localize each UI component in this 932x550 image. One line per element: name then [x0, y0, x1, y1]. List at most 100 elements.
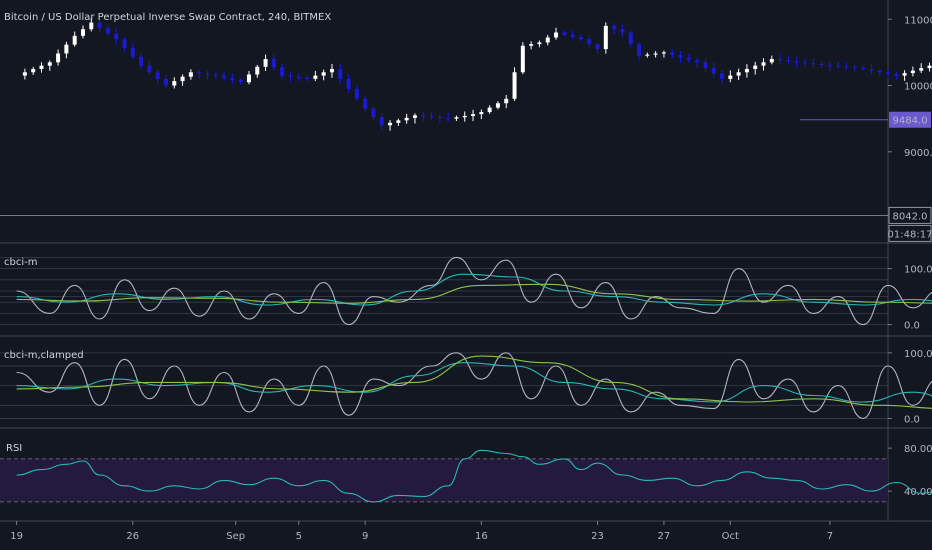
candle[interactable] [919, 68, 924, 71]
candle[interactable] [562, 32, 567, 35]
candle[interactable] [803, 62, 808, 64]
candle[interactable] [31, 68, 36, 73]
candle[interactable] [686, 57, 691, 60]
candle[interactable] [188, 72, 193, 77]
candle[interactable] [280, 67, 285, 76]
candle[interactable] [728, 75, 733, 79]
candle[interactable] [80, 29, 85, 36]
candle[interactable] [363, 98, 368, 109]
price-tag-badge[interactable] [889, 111, 931, 128]
candle[interactable] [238, 80, 243, 83]
candle[interactable] [537, 42, 542, 45]
candle[interactable] [388, 122, 393, 126]
candle[interactable] [769, 59, 774, 63]
candle[interactable] [305, 77, 310, 79]
candle[interactable] [504, 98, 509, 104]
candle[interactable] [670, 52, 675, 55]
candle[interactable] [263, 59, 268, 67]
candle[interactable] [554, 32, 559, 38]
candle[interactable] [346, 78, 351, 89]
candle[interactable] [197, 72, 202, 74]
candle[interactable] [379, 117, 384, 126]
candle[interactable] [645, 54, 650, 56]
candle[interactable] [446, 117, 451, 119]
candle[interactable] [296, 76, 301, 78]
candle[interactable] [703, 62, 708, 68]
candle[interactable] [105, 28, 110, 34]
candle[interactable] [122, 39, 127, 48]
candle[interactable] [22, 72, 27, 76]
candle[interactable] [603, 25, 608, 50]
candle[interactable] [628, 32, 633, 45]
cbci-m-series-line[interactable] [16, 283, 932, 314]
candle[interactable] [861, 68, 866, 70]
candle[interactable] [612, 25, 617, 30]
candle[interactable] [172, 81, 177, 86]
candle[interactable] [520, 45, 525, 73]
candle[interactable] [139, 56, 144, 66]
rsi-series-line[interactable] [16, 449, 932, 512]
candle[interactable] [205, 73, 210, 75]
last-price-badge[interactable] [888, 206, 932, 224]
candle[interactable] [869, 68, 874, 71]
candle[interactable] [114, 33, 119, 40]
candle[interactable] [844, 66, 849, 68]
candle[interactable] [595, 44, 600, 50]
candle[interactable] [529, 44, 534, 46]
candle[interactable] [412, 115, 417, 118]
candle[interactable] [877, 70, 882, 73]
cbci-m-clamped-series-line[interactable] [16, 362, 932, 416]
candle[interactable] [894, 73, 899, 76]
candle[interactable] [39, 65, 44, 69]
candle[interactable] [927, 65, 932, 69]
candle[interactable] [836, 65, 841, 67]
candle[interactable] [288, 75, 293, 77]
time-axis[interactable]: 19 26 Sep 5 9 16 23 27 Oct 7 [10, 521, 833, 542]
candle[interactable] [255, 66, 260, 75]
candle[interactable] [653, 53, 658, 55]
candle[interactable] [338, 68, 343, 79]
candle[interactable] [471, 114, 476, 116]
candle[interactable] [578, 36, 583, 40]
candle[interactable] [354, 88, 359, 99]
candle[interactable] [180, 76, 185, 82]
candle[interactable] [661, 52, 666, 54]
candle[interactable] [479, 112, 484, 115]
candle[interactable] [421, 115, 426, 117]
cbci-m-clamped-series-line[interactable] [16, 352, 932, 419]
candle[interactable] [902, 73, 907, 76]
candle[interactable] [329, 68, 334, 73]
candle[interactable] [313, 75, 318, 79]
candle[interactable] [230, 77, 235, 81]
candle[interactable] [97, 22, 102, 29]
candle[interactable] [487, 107, 492, 113]
candle[interactable] [620, 29, 625, 33]
candle[interactable] [213, 74, 218, 76]
candle[interactable] [910, 70, 915, 74]
candle[interactable] [637, 44, 642, 56]
cbci-m-clamped-series-line[interactable] [16, 355, 932, 416]
candle[interactable] [753, 65, 758, 69]
cbci-m-pane[interactable]: 100.0 0.0 [0, 256, 932, 332]
candle[interactable] [827, 64, 832, 66]
candle[interactable] [570, 34, 575, 37]
candle[interactable] [512, 72, 517, 99]
candle[interactable] [454, 117, 459, 119]
candle[interactable] [778, 59, 783, 61]
candle[interactable] [678, 54, 683, 58]
candle[interactable] [163, 78, 168, 86]
candle[interactable] [786, 60, 791, 62]
cbci-m-clamped-pane[interactable]: 100.0 0.0 [0, 349, 932, 426]
candle[interactable] [396, 120, 401, 123]
candle[interactable] [720, 73, 725, 79]
candle[interactable] [64, 44, 69, 54]
candle[interactable] [587, 39, 592, 45]
candle[interactable] [744, 68, 749, 73]
candle[interactable] [761, 62, 766, 66]
candle[interactable] [886, 72, 890, 74]
candle[interactable] [47, 62, 52, 66]
cbci-m-series-line[interactable] [16, 273, 932, 316]
candle[interactable] [56, 53, 61, 63]
